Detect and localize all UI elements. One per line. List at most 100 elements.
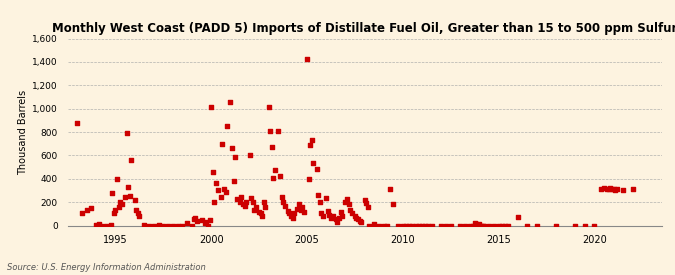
Point (441, 223, 452, 228)
Point (337, 214, 348, 218)
Point (316, 211, 327, 215)
Point (605, 186, 616, 190)
Point (608, 187, 619, 191)
Point (369, 222, 379, 227)
Point (72, 120, 82, 125)
Point (76, 210, 87, 215)
Point (86, 206, 97, 210)
Point (279, 204, 290, 208)
Point (96, 223, 107, 228)
Point (92, 223, 103, 228)
Point (426, 223, 437, 228)
Point (240, 204, 250, 208)
Point (551, 223, 562, 228)
Point (227, 145, 238, 150)
Point (265, 129, 275, 134)
Point (139, 223, 150, 227)
Point (393, 223, 404, 228)
Text: Source: U.S. Energy Information Administration: Source: U.S. Energy Information Administ… (7, 263, 205, 272)
Point (275, 174, 286, 178)
Point (257, 214, 268, 218)
Point (144, 223, 155, 228)
Point (217, 142, 227, 147)
Point (479, 223, 489, 228)
Point (172, 223, 183, 228)
Point (356, 220, 367, 224)
Point (163, 223, 173, 228)
Point (196, 218, 207, 222)
Point (297, 205, 308, 210)
Point (273, 129, 284, 134)
Point (474, 222, 485, 227)
Point (209, 199, 220, 204)
Point (497, 223, 508, 228)
Point (158, 223, 169, 228)
Point (121, 131, 132, 135)
Point (342, 197, 352, 201)
Point (335, 210, 346, 214)
Point (589, 223, 600, 228)
Point (91, 223, 102, 227)
Point (401, 223, 412, 228)
Point (132, 211, 143, 215)
Point (460, 223, 470, 228)
Point (579, 223, 590, 228)
Point (260, 205, 271, 210)
Point (512, 215, 523, 219)
Point (294, 202, 304, 206)
Point (81, 208, 92, 213)
Point (200, 220, 211, 225)
Point (324, 213, 335, 217)
Point (327, 214, 338, 218)
Point (109, 210, 119, 215)
Point (192, 219, 202, 223)
Point (489, 223, 500, 228)
Point (618, 188, 628, 192)
Point (263, 105, 274, 110)
Point (126, 158, 137, 162)
Point (354, 219, 365, 223)
Point (500, 223, 510, 228)
Point (119, 195, 130, 199)
Point (211, 181, 221, 186)
Point (595, 187, 606, 191)
Point (187, 223, 198, 228)
Point (385, 187, 396, 191)
Point (177, 223, 188, 228)
Point (612, 187, 622, 191)
Point (610, 188, 620, 192)
Point (346, 211, 357, 215)
Point (410, 223, 421, 228)
Point (153, 222, 164, 227)
Point (455, 223, 466, 228)
Point (205, 218, 215, 222)
Point (267, 144, 277, 149)
Point (322, 209, 333, 213)
Point (107, 191, 117, 195)
Point (238, 202, 248, 206)
Point (353, 217, 364, 221)
Point (317, 214, 328, 218)
Point (531, 223, 542, 228)
Point (464, 223, 475, 228)
Point (182, 220, 192, 225)
Point (188, 217, 199, 221)
Point (244, 153, 255, 158)
Point (340, 199, 351, 204)
Point (303, 177, 314, 182)
Point (289, 211, 300, 215)
Point (276, 195, 287, 199)
Point (398, 223, 408, 228)
Point (364, 223, 375, 228)
Point (228, 178, 239, 183)
Point (362, 205, 373, 209)
Point (101, 223, 111, 228)
Point (407, 223, 418, 228)
Point (167, 223, 178, 228)
Point (292, 206, 303, 211)
Point (190, 216, 200, 220)
Point (207, 169, 218, 174)
Point (298, 210, 309, 214)
Point (221, 124, 232, 128)
Point (202, 223, 213, 228)
